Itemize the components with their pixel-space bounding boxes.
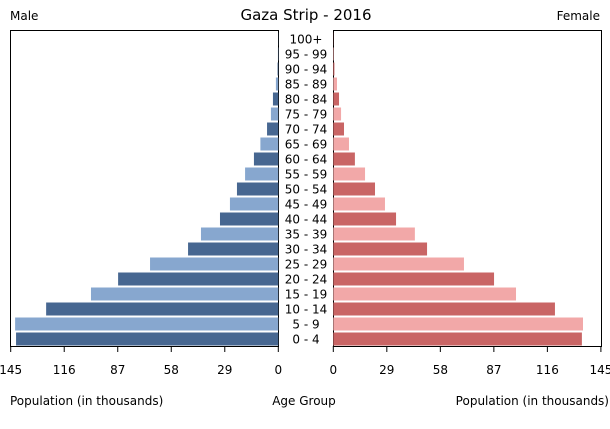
age-group-label: 85 - 89 <box>285 78 328 92</box>
female-bar-65-69 <box>333 138 349 151</box>
age-group-label: 20 - 24 <box>285 273 328 287</box>
female-bar-30-34 <box>333 243 427 256</box>
age-group-label: 80 - 84 <box>285 93 328 107</box>
male-bar-65-69 <box>260 138 278 151</box>
age-group-label: 70 - 74 <box>285 123 328 137</box>
female-bar-60-64 <box>333 153 355 166</box>
female-tick-label: 116 <box>536 363 559 377</box>
female-bar-55-59 <box>333 168 365 181</box>
male-bar-5-9 <box>15 318 278 331</box>
age-group-label: 90 - 94 <box>285 63 328 77</box>
age-group-label: 35 - 39 <box>285 228 328 242</box>
female-bar-25-29 <box>333 258 464 271</box>
female-bar-85-89 <box>333 78 337 91</box>
male-bar-45-49 <box>230 198 278 211</box>
age-group-label: 0 - 4 <box>292 333 319 347</box>
male-bar-70-74 <box>267 123 278 136</box>
age-group-label: 5 - 9 <box>292 318 319 332</box>
female-tick-label: 29 <box>379 363 394 377</box>
chart-title: Gaza Strip - 2016 <box>240 6 371 24</box>
age-group-label: 100+ <box>290 33 323 47</box>
female-bar-0-4 <box>333 333 582 346</box>
age-group-label: 50 - 54 <box>285 183 328 197</box>
female-bar-35-39 <box>333 228 415 241</box>
female-bar-5-9 <box>333 318 583 331</box>
age-group-label: 25 - 29 <box>285 258 328 272</box>
x-axis-label-age-group: Age Group <box>272 394 336 408</box>
female-bar-45-49 <box>333 198 385 211</box>
female-bar-15-19 <box>333 288 516 301</box>
male-tick-label: 145 <box>0 363 22 377</box>
female-bar-40-44 <box>333 213 396 226</box>
male-bar-25-29 <box>150 258 278 271</box>
female-bar-95-99 <box>333 48 334 61</box>
male-bar-35-39 <box>201 228 278 241</box>
male-bar-55-59 <box>245 168 278 181</box>
female-bar-70-74 <box>333 123 344 136</box>
age-group-label: 60 - 64 <box>285 153 328 167</box>
age-group-label: 55 - 59 <box>285 168 328 182</box>
male-bar-50-54 <box>237 183 278 196</box>
male-tick-label: 116 <box>53 363 76 377</box>
age-group-label: 15 - 19 <box>285 288 328 302</box>
age-group-label: 75 - 79 <box>285 108 328 122</box>
age-group-label: 30 - 34 <box>285 243 328 257</box>
female-bar-90-94 <box>333 63 334 76</box>
male-bar-85-89 <box>276 78 278 91</box>
female-tick-label: 0 <box>329 363 337 377</box>
female-label: Female <box>557 9 600 23</box>
female-bar-80-84 <box>333 93 339 106</box>
male-bar-90-94 <box>278 63 279 76</box>
female-tick-label: 87 <box>486 363 501 377</box>
male-bar-75-79 <box>271 108 278 121</box>
male-label: Male <box>10 9 38 23</box>
male-bar-20-24 <box>118 273 278 286</box>
female-bar-75-79 <box>333 108 341 121</box>
male-bar-60-64 <box>254 153 278 166</box>
age-group-label: 45 - 49 <box>285 198 328 212</box>
male-bar-80-84 <box>273 93 278 106</box>
age-group-label: 40 - 44 <box>285 213 328 227</box>
female-bar-10-14 <box>333 303 555 316</box>
male-bar-10-14 <box>46 303 278 316</box>
female-bar-50-54 <box>333 183 375 196</box>
male-bar-0-4 <box>16 333 278 346</box>
age-group-label: 65 - 69 <box>285 138 328 152</box>
female-bar-20-24 <box>333 273 494 286</box>
male-bar-15-19 <box>91 288 278 301</box>
male-tick-label: 58 <box>164 363 179 377</box>
male-tick-label: 29 <box>217 363 232 377</box>
age-group-label: 10 - 14 <box>285 303 328 317</box>
male-bar-30-34 <box>188 243 278 256</box>
age-group-label: 95 - 99 <box>285 48 328 62</box>
x-axis-label-female: Population (in thousands) <box>456 394 609 408</box>
x-axis-label-male: Population (in thousands) <box>10 394 163 408</box>
female-tick-label: 145 <box>589 363 610 377</box>
male-bar-40-44 <box>220 213 278 226</box>
male-tick-label: 0 <box>274 363 282 377</box>
male-tick-label: 87 <box>110 363 125 377</box>
female-tick-label: 58 <box>433 363 448 377</box>
